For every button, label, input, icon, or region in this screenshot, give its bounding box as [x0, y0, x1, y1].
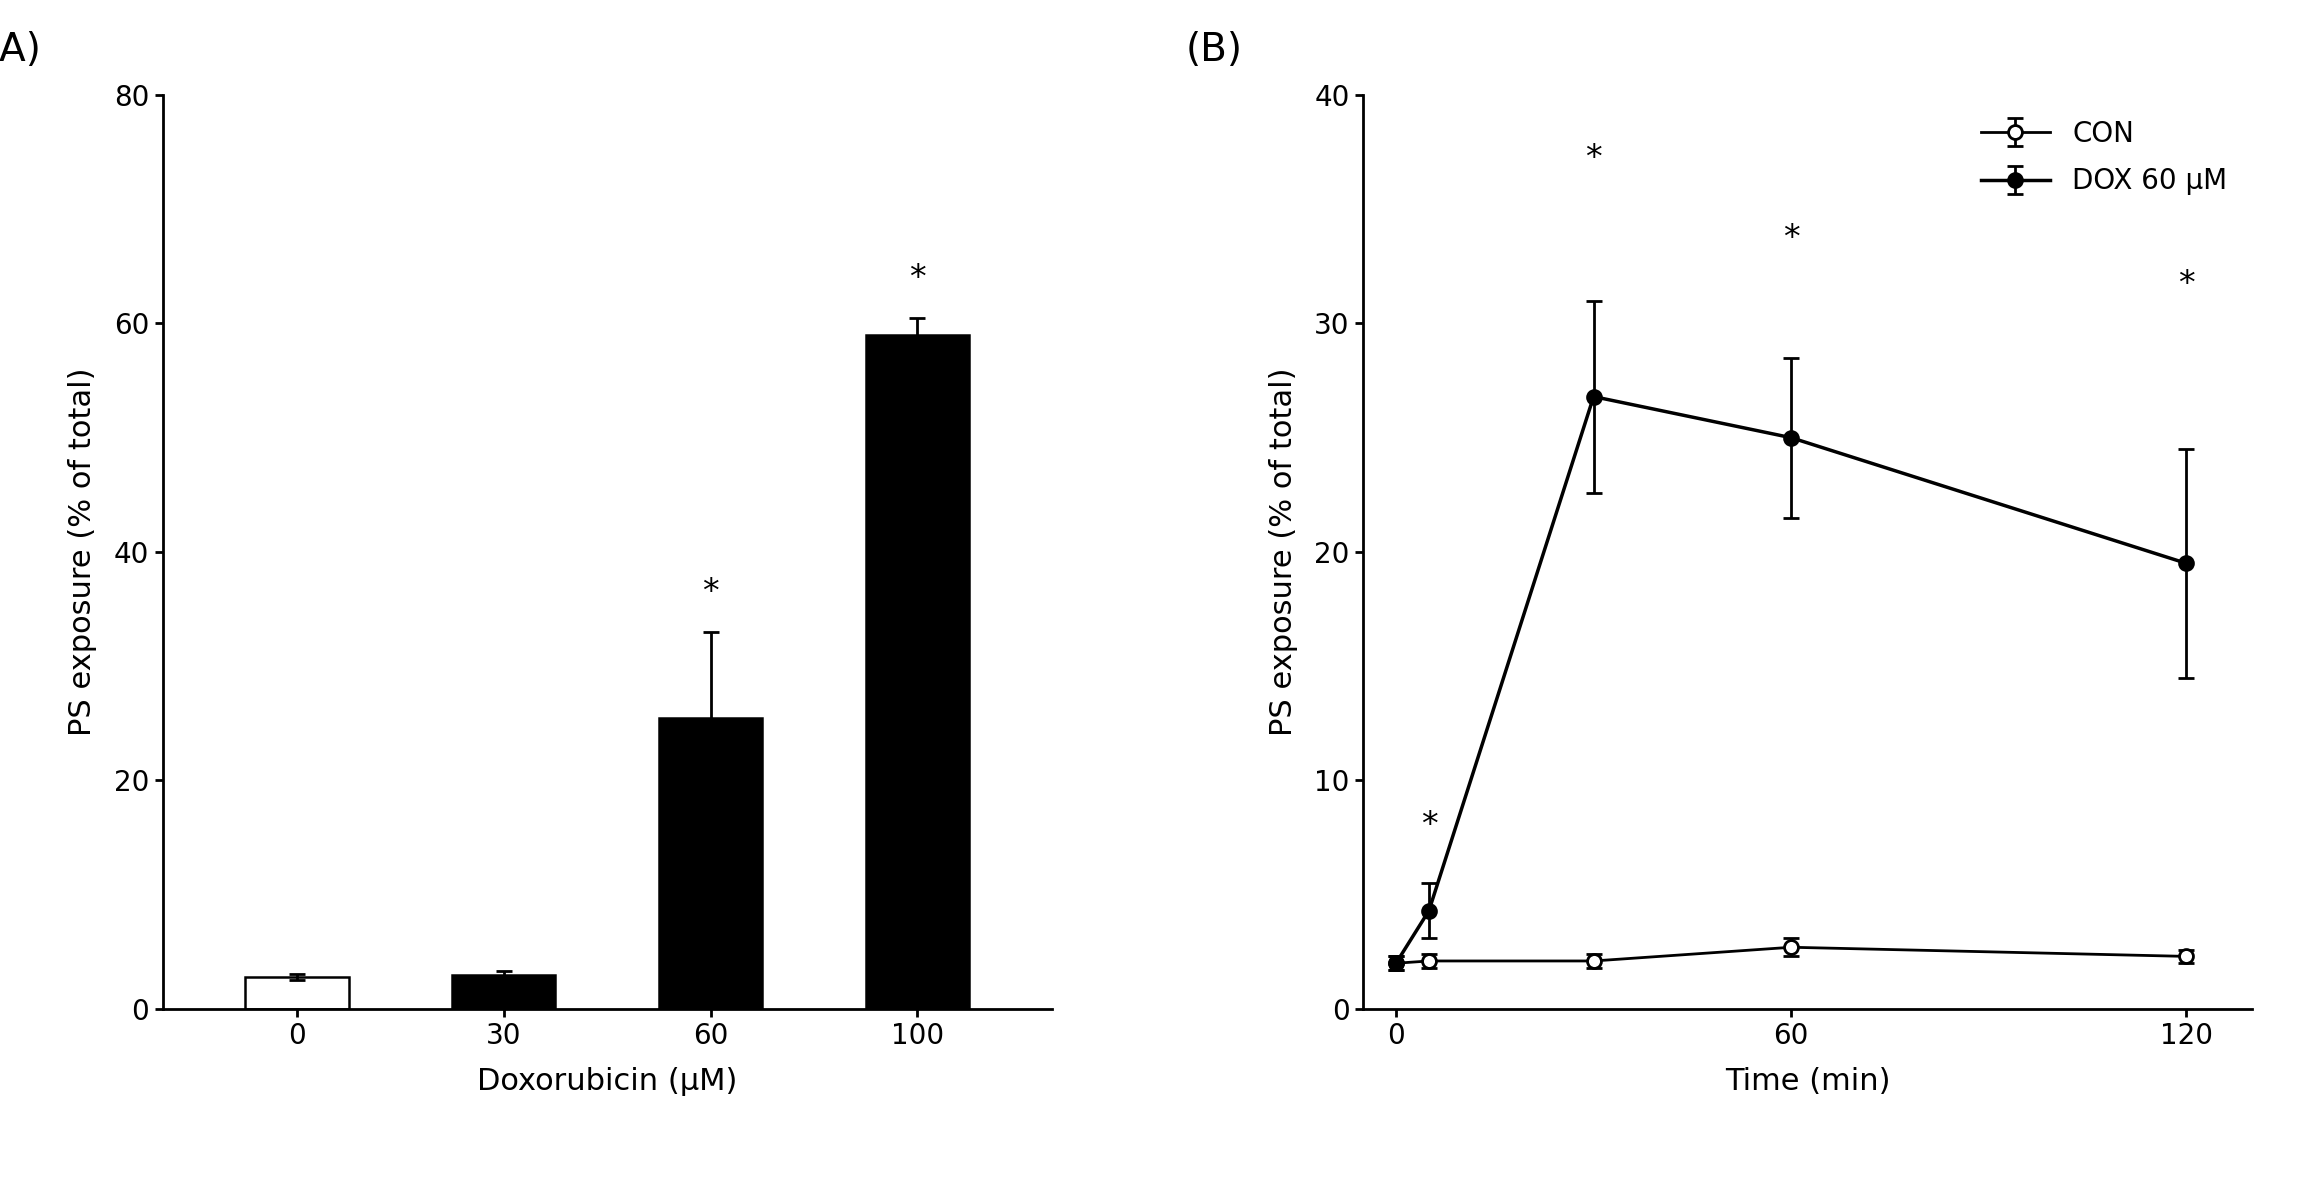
Text: *: *	[1783, 222, 1800, 255]
Y-axis label: PS exposure (% of total): PS exposure (% of total)	[1268, 368, 1298, 736]
Legend: CON, DOX 60 μM: CON, DOX 60 μM	[1969, 109, 2238, 207]
Bar	[246, 977, 348, 1009]
Y-axis label: PS exposure (% of total): PS exposure (% of total)	[67, 368, 98, 736]
Bar	[659, 718, 762, 1009]
Text: *: *	[2178, 267, 2194, 300]
Text: *: *	[701, 576, 720, 609]
Text: *: *	[910, 262, 926, 294]
X-axis label: Time (min): Time (min)	[1725, 1067, 1890, 1096]
Text: (A): (A)	[0, 31, 42, 69]
Bar	[453, 975, 555, 1009]
Text: (B): (B)	[1184, 31, 1242, 69]
Bar	[866, 335, 968, 1009]
X-axis label: Doxorubicin (μM): Doxorubicin (μM)	[476, 1067, 738, 1096]
Text: *: *	[1586, 142, 1602, 174]
Text: *: *	[1421, 810, 1437, 842]
